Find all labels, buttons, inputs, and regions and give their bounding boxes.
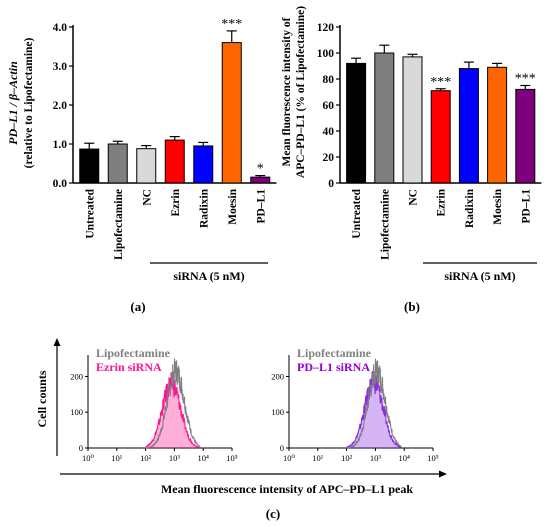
a-category-label: NC <box>141 189 153 206</box>
panel-a-label: (a) <box>130 299 145 314</box>
c-right-x-tick-label: 10⁵ <box>427 453 439 463</box>
b-y-tick-label: 60 <box>323 100 335 112</box>
panel-a-bar-chart: 0.0 1.0 2.0 3.0 4.0 Untreated Lipofectamine NC E… <box>53 17 277 260</box>
c-left-x-tick-label: 10⁰ <box>82 453 95 463</box>
panel-c-right-histogram: 0 100 200 10⁰ 10¹ 10² 10³ 10⁴ 10⁵ LipofectaminePD… <box>271 346 439 463</box>
a-y-tick-label: 4.0 <box>53 22 68 34</box>
a-category-label: Untreated <box>84 188 96 238</box>
c-right-legend-entry: Lipofectamine <box>297 346 372 360</box>
a-category-label: Lipofectamine <box>113 189 125 260</box>
b-y-tick-label: 100 <box>317 48 335 60</box>
c-right-y-tick-label: 0 <box>280 443 284 453</box>
a-bar <box>193 145 214 184</box>
c-left-y-tick-label: 0 <box>79 443 83 453</box>
panel-c-left-histogram: 0 100 200 10⁰ 10¹ 10² 10³ 10⁴ 10⁵ LipofectamineEz… <box>70 346 238 463</box>
a-bar <box>164 139 185 184</box>
c-right-x-tick-label: 10³ <box>370 453 382 463</box>
a-bar <box>221 42 242 184</box>
b-bar <box>458 68 479 184</box>
c-right-legend-entry: PD–L1 siRNA <box>297 360 370 374</box>
b-category-label: Moesin <box>492 188 504 224</box>
c-right-y-tick-label: 200 <box>271 371 284 381</box>
b-y-tick-label: 120 <box>317 22 335 34</box>
c-left-x-tick-label: 10⁴ <box>197 453 209 463</box>
panel-b-bar-chart: 0 20 40 60 80 100 120 Untreated Lipofectamine NC *… <box>317 22 542 260</box>
c-right-x-tick-label: 10² <box>341 453 353 463</box>
b-category-label: Untreated <box>351 188 363 238</box>
a-category-label: PD–L1 <box>255 189 267 224</box>
panel-a-ylabel-line1: PD–L1 / β–Actin <box>6 61 20 145</box>
c-left-legend-entry: Ezrin siRNA <box>96 360 162 374</box>
b-category-label: Ezrin <box>436 188 448 216</box>
panel-a-ylabel-line2: (relative to Lipofectamine) <box>23 37 35 168</box>
c-right-y-tick-label: 100 <box>271 407 284 417</box>
a-y-tick-label: 1.0 <box>53 139 68 151</box>
c-left-x-tick-label: 10¹ <box>111 453 123 463</box>
c-left-y-tick-label: 100 <box>70 407 83 417</box>
a-y-tick-label: 0.0 <box>53 178 68 190</box>
c-left-series-line <box>145 372 201 449</box>
b-significance-label: *** <box>515 72 536 87</box>
b-bar <box>515 88 536 184</box>
panel-b-ylabel-line2: APC–PD–L1 (% of Lipofectamine) <box>295 6 307 178</box>
a-bar <box>107 143 128 184</box>
panel-b-group-label: siRNA (5 nM) <box>444 269 515 283</box>
b-bar <box>402 56 423 184</box>
panel-c-label: (c) <box>266 506 280 521</box>
b-category-label: PD–L1 <box>520 189 532 224</box>
a-significance-label: *** <box>221 17 242 32</box>
a-bar <box>79 148 100 184</box>
panel-a-group-label: siRNA (5 nM) <box>173 269 244 283</box>
panel-a: 0.0 1.0 2.0 3.0 4.0 Untreated Lipofectamine NC E… <box>6 17 277 314</box>
c-left-legend-entry: Lipofectamine <box>96 346 171 360</box>
c-left-y-tick-label: 200 <box>70 371 83 381</box>
b-y-tick-label: 40 <box>323 126 335 138</box>
c-right-x-tick-label: 10⁴ <box>398 453 410 463</box>
c-left-x-tick-label: 10³ <box>169 453 181 463</box>
panel-b-label: (b) <box>404 299 420 314</box>
b-category-label: Radixin <box>464 188 476 228</box>
b-bar <box>374 52 395 184</box>
c-left-series-line <box>145 358 201 449</box>
c-left-series-fill <box>145 372 201 448</box>
b-y-tick-label: 0 <box>328 178 334 190</box>
a-significance-label: * <box>257 162 264 177</box>
c-left-x-tick-label: 10⁵ <box>226 453 238 463</box>
a-category-label: Radixin <box>198 188 210 228</box>
b-bar <box>346 62 367 184</box>
c-right-x-tick-label: 10¹ <box>312 453 324 463</box>
mfi-arrowhead <box>439 470 447 478</box>
panel-b: 0 20 40 60 80 100 120 Untreated Lipofectamine NC *… <box>281 6 542 314</box>
b-bar <box>487 66 508 184</box>
b-bar <box>430 90 451 184</box>
panel-c-ylabel: Cell counts <box>35 370 49 427</box>
b-category-label: Lipofectamine <box>379 189 391 260</box>
cell-counts-arrowhead <box>53 338 61 346</box>
a-category-label: Ezrin <box>170 188 182 216</box>
b-category-label: NC <box>408 189 420 206</box>
c-right-x-tick-label: 10⁰ <box>283 453 296 463</box>
a-category-label: Moesin <box>227 188 239 224</box>
c-right-series-line <box>346 358 402 449</box>
a-y-tick-label: 3.0 <box>53 61 68 73</box>
b-y-tick-label: 20 <box>323 152 335 164</box>
c-left-x-tick-label: 10² <box>140 453 152 463</box>
b-significance-label: *** <box>430 75 451 90</box>
b-y-tick-label: 80 <box>323 74 335 86</box>
panel-b-ylabel-line1: Mean fluorescence intensity of <box>281 17 293 166</box>
a-bar <box>250 176 271 184</box>
a-bar <box>136 148 157 184</box>
panel-c-xlabel: Mean fluorescence intensity of APC–PD–L1… <box>161 482 413 496</box>
a-y-tick-label: 2.0 <box>53 100 68 112</box>
